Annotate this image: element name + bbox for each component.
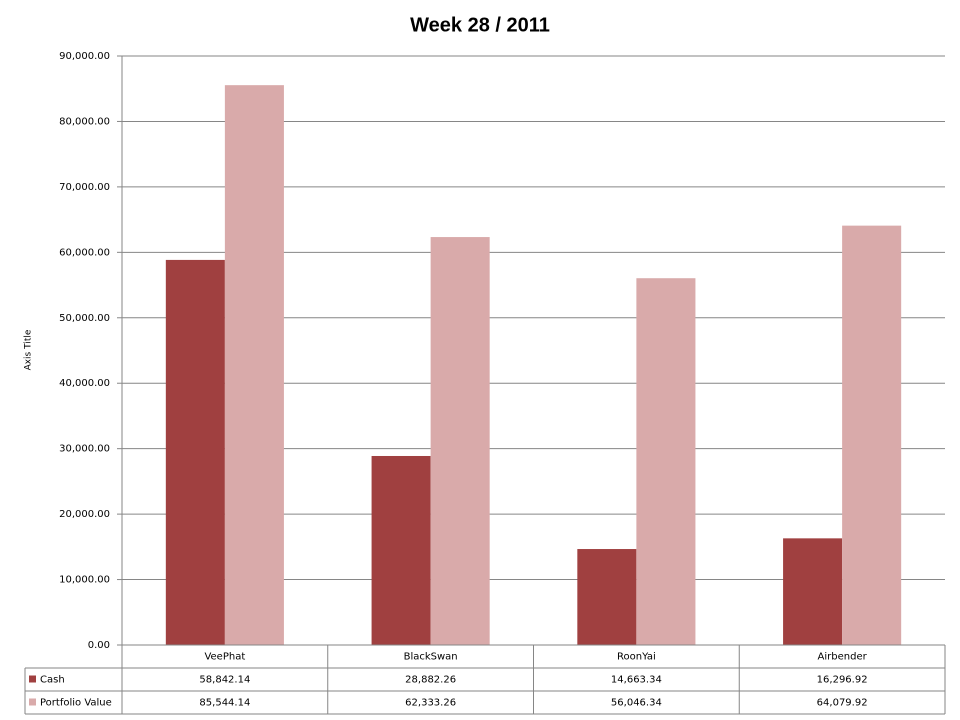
y-tick-label: 50,000.00: [59, 313, 110, 324]
legend-swatch: [29, 698, 36, 706]
y-tick-label: 10,000.00: [59, 575, 110, 586]
y-tick-label: 90,000.00: [59, 51, 110, 62]
y-tick-label: 0.00: [88, 640, 110, 651]
legend-label: Portfolio Value: [40, 698, 112, 709]
bar: [842, 225, 902, 646]
y-axis-title: Axis Title: [24, 329, 34, 370]
y-tick-label: 80,000.00: [59, 116, 110, 127]
bar: [371, 455, 431, 645]
x-tick-label: RoonYai: [617, 652, 656, 663]
table-value: 16,296.92: [817, 675, 868, 686]
table-value: 58,842.14: [199, 675, 250, 686]
legend-swatch: [29, 675, 36, 683]
bar: [430, 237, 490, 645]
y-tick-label: 70,000.00: [59, 182, 110, 193]
table-value: 85,544.14: [199, 698, 250, 709]
y-tick-label: 60,000.00: [59, 247, 110, 258]
table-value: 62,333.26: [405, 698, 456, 709]
chart-title: Week 28 / 2011: [410, 14, 550, 36]
bar: [224, 85, 284, 645]
y-tick-label: 40,000.00: [59, 378, 110, 389]
table-value: 64,079.92: [817, 698, 868, 709]
bar: [577, 549, 637, 645]
x-tick-label: Airbender: [818, 652, 868, 663]
table-value: 56,046.34: [611, 698, 662, 709]
bar: [783, 538, 843, 645]
legend-label: Cash: [40, 675, 65, 686]
y-tick-label: 30,000.00: [59, 444, 110, 455]
y-tick-label: 20,000.00: [59, 509, 110, 520]
x-tick-label: BlackSwan: [404, 652, 458, 663]
bar: [636, 278, 696, 645]
table-value: 14,663.34: [611, 675, 662, 686]
bar: [165, 259, 225, 645]
x-tick-label: VeePhat: [204, 652, 245, 663]
table-value: 28,882.26: [405, 675, 456, 686]
